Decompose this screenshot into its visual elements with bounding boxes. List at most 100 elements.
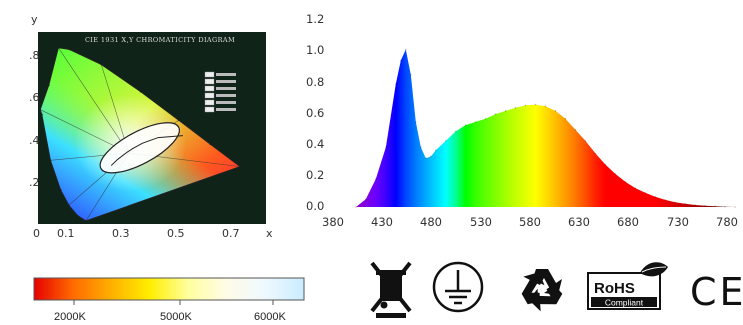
- cie-legend-text-line: [216, 94, 236, 97]
- cie-legend-swatch: [204, 99, 215, 106]
- spectrum-data-point: [584, 140, 587, 142]
- spectrum-y-tick-label: 1.0: [306, 43, 325, 57]
- spectrum-x-tick-label: 630: [568, 215, 590, 229]
- spectrum-data-point: [484, 118, 487, 120]
- cct-label-5000k: 5000K: [160, 311, 192, 323]
- cie-y-tick-label: .8: [29, 49, 40, 62]
- spectrum-x-tick-label: 580: [519, 215, 541, 229]
- spectrum-data-point: [514, 107, 517, 109]
- cct-scale: 2000K 5000K 6000K: [0, 270, 320, 325]
- cie-x-tick-label: 0.5: [167, 227, 185, 240]
- spectrum-data-point: [365, 198, 367, 200]
- cie-x-axis-label: x: [266, 227, 273, 240]
- recycle-arrows-icon: [521, 269, 563, 312]
- bin-cross-line: [370, 261, 412, 313]
- spectrum-chart: 1.2 1.0 0.8 0.6 0.4 0.2 0.0 380 430 480 …: [300, 0, 743, 240]
- cie-white-zone-ellipse: [99, 122, 180, 174]
- spectrum-data-point: [504, 110, 507, 112]
- rohs-leaf-vein: [641, 266, 667, 273]
- rohs-title: RoHS: [594, 280, 635, 297]
- spectrum-x-tick-label: 530: [470, 215, 492, 229]
- cie-zone-divider: [58, 47, 129, 154]
- spectrum-y-tick-label: 0.8: [306, 75, 325, 89]
- recycle-arrow-shape: [521, 272, 545, 305]
- cct-gradient-bar: [33, 277, 305, 301]
- spectrum-data-point: [474, 121, 477, 123]
- cie-legend-text-line: [216, 108, 236, 111]
- spectrum-data-point: [574, 129, 577, 131]
- bin-wheel: [380, 301, 388, 309]
- spectrum-data-point: [385, 146, 387, 148]
- cie-legend-text-line: [216, 73, 236, 76]
- spectrum-data-point: [734, 206, 736, 208]
- cie-legend-text-line: [216, 80, 236, 83]
- protective-earth-ground-icon: [432, 261, 484, 313]
- spectrum-data-point: [684, 203, 686, 205]
- spectrum-data-point: [554, 110, 557, 112]
- spectrum-y-tick-label: 0.0: [306, 199, 325, 213]
- cie-chart-svg: CIE 1931 X,Y CHROMATICITY DIAGRAM: [38, 32, 266, 224]
- spectrum-y-tick-label: 0.6: [306, 106, 325, 120]
- spectrum-x-tick-label: 480: [420, 215, 442, 229]
- rohs-leaf: [640, 262, 668, 277]
- spectrum-data-point: [524, 104, 527, 107]
- cie-spectral-locus: [39, 47, 242, 222]
- spectrum-chart-svg: [355, 48, 736, 208]
- spectrum-y-tick-label: 0.4: [306, 137, 325, 151]
- cie-legend-swatch: [204, 92, 215, 99]
- ce-mark-text: CE: [690, 270, 743, 314]
- cie-legend-swatch: [204, 85, 215, 92]
- spectrum-data-point: [464, 124, 467, 126]
- spectrum-data-point: [444, 140, 447, 142]
- spectrum-data-point: [614, 173, 617, 175]
- cie-legend-swatch: [204, 78, 215, 85]
- cie-chart: CIE 1931 X,Y CHROMATICITY DIAGRAM y x .8…: [0, 0, 290, 245]
- rohs-banner: [591, 297, 657, 307]
- cie-x-tick-label: 0.7: [222, 227, 240, 240]
- spectrum-x-tick-label: 780: [716, 215, 738, 229]
- spectrum-data-point: [454, 130, 457, 133]
- spectrum-x-tick-label: 380: [322, 215, 344, 229]
- spectrum-data-point: [355, 206, 357, 208]
- cie-y-tick-label: .4: [29, 134, 40, 147]
- spectrum-data-point: [634, 187, 637, 189]
- cie-x-tick-label: 0.1: [57, 227, 75, 240]
- rohs-subtitle: Compliant: [605, 298, 644, 308]
- ce-mark-icon: CE: [690, 270, 743, 314]
- spectrum-x-tick-label: 680: [617, 215, 639, 229]
- spectrum-data-point: [415, 121, 417, 123]
- recycle-arrow: [528, 284, 563, 312]
- spectrum-data-point: [724, 205, 726, 208]
- spectrum-data-point: [534, 103, 537, 106]
- spectrum-data-point: [604, 163, 607, 166]
- spectrum-data-point: [420, 146, 422, 148]
- ground-circle: [432, 261, 484, 313]
- cct-label-6000k: 6000K: [254, 311, 286, 323]
- cie-legend-text-line: [216, 101, 236, 104]
- spectrum-data-point: [375, 177, 377, 180]
- spectrum-data-point: [624, 181, 627, 183]
- cie-y-axis-label: y: [31, 13, 38, 26]
- crossed-out-wheelie-bin-icon: [370, 261, 412, 318]
- cie-planckian-locus: [110, 135, 183, 166]
- recycle-arrow: [521, 272, 545, 305]
- spectrum-data-point: [644, 192, 646, 194]
- cie-legend-box: [204, 71, 236, 113]
- cie-x-tick-label: 0: [33, 227, 40, 240]
- bin-lid: [376, 270, 406, 275]
- spectrum-data-point: [405, 48, 407, 51]
- cie-legend-text-line: [216, 87, 236, 90]
- spectrum-data-point: [430, 155, 432, 158]
- spectrum-data-point: [694, 204, 696, 206]
- spectrum-data-point: [564, 118, 567, 120]
- bin-bar: [376, 313, 406, 318]
- spectrum-data-point: [654, 196, 656, 198]
- spectrum-area: [355, 49, 735, 207]
- cie-y-tick-label: .2: [29, 176, 40, 189]
- certification-icons: RoHS Compliant CE: [360, 255, 743, 325]
- spectrum-data-point: [410, 73, 412, 76]
- spectrum-y-tick-label: 1.2: [306, 12, 325, 26]
- spectrum-y-tick-label: 0.2: [306, 168, 325, 182]
